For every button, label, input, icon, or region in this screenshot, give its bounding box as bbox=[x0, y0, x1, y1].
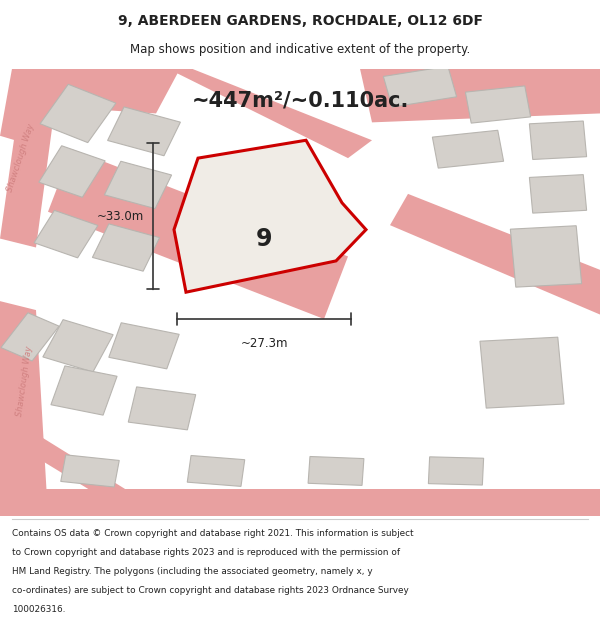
Polygon shape bbox=[34, 211, 98, 258]
Text: to Crown copyright and database rights 2023 and is reproduced with the permissio: to Crown copyright and database rights 2… bbox=[12, 548, 400, 557]
Polygon shape bbox=[511, 226, 581, 287]
Polygon shape bbox=[0, 489, 600, 516]
Polygon shape bbox=[92, 224, 160, 271]
Text: ~33.0m: ~33.0m bbox=[97, 210, 144, 222]
Polygon shape bbox=[168, 69, 372, 158]
Polygon shape bbox=[48, 149, 348, 319]
Polygon shape bbox=[308, 456, 364, 486]
Polygon shape bbox=[360, 69, 600, 122]
Polygon shape bbox=[0, 69, 48, 145]
Polygon shape bbox=[51, 366, 117, 415]
Text: 9: 9 bbox=[256, 227, 272, 251]
Text: Contains OS data © Crown copyright and database right 2021. This information is : Contains OS data © Crown copyright and d… bbox=[12, 529, 413, 538]
Text: 100026316.: 100026316. bbox=[12, 605, 65, 614]
Polygon shape bbox=[0, 69, 60, 248]
Polygon shape bbox=[480, 337, 564, 408]
Polygon shape bbox=[1, 312, 59, 361]
Polygon shape bbox=[390, 194, 600, 314]
Text: ~27.3m: ~27.3m bbox=[240, 337, 288, 350]
Polygon shape bbox=[383, 66, 457, 107]
Polygon shape bbox=[529, 174, 587, 213]
Polygon shape bbox=[109, 322, 179, 369]
Polygon shape bbox=[107, 107, 181, 156]
Text: Shawclough Way: Shawclough Way bbox=[14, 346, 34, 418]
Polygon shape bbox=[174, 140, 366, 292]
Text: 9, ABERDEEN GARDENS, ROCHDALE, OL12 6DF: 9, ABERDEEN GARDENS, ROCHDALE, OL12 6DF bbox=[118, 14, 482, 28]
Polygon shape bbox=[40, 84, 116, 142]
Text: Shawclough Way: Shawclough Way bbox=[6, 123, 36, 193]
Text: HM Land Registry. The polygons (including the associated geometry, namely x, y: HM Land Registry. The polygons (includin… bbox=[12, 567, 373, 576]
Polygon shape bbox=[0, 426, 168, 516]
Polygon shape bbox=[466, 86, 530, 123]
Polygon shape bbox=[104, 161, 172, 209]
Text: Map shows position and indicative extent of the property.: Map shows position and indicative extent… bbox=[130, 43, 470, 56]
Polygon shape bbox=[0, 301, 48, 516]
Text: ~447m²/~0.110ac.: ~447m²/~0.110ac. bbox=[191, 90, 409, 110]
Polygon shape bbox=[187, 456, 245, 486]
Polygon shape bbox=[433, 130, 503, 168]
Polygon shape bbox=[428, 457, 484, 485]
Polygon shape bbox=[61, 455, 119, 487]
Polygon shape bbox=[529, 121, 587, 159]
Text: co-ordinates) are subject to Crown copyright and database rights 2023 Ordnance S: co-ordinates) are subject to Crown copyr… bbox=[12, 586, 409, 595]
Polygon shape bbox=[128, 387, 196, 430]
Polygon shape bbox=[18, 69, 180, 114]
Polygon shape bbox=[43, 319, 113, 372]
Polygon shape bbox=[39, 146, 105, 198]
